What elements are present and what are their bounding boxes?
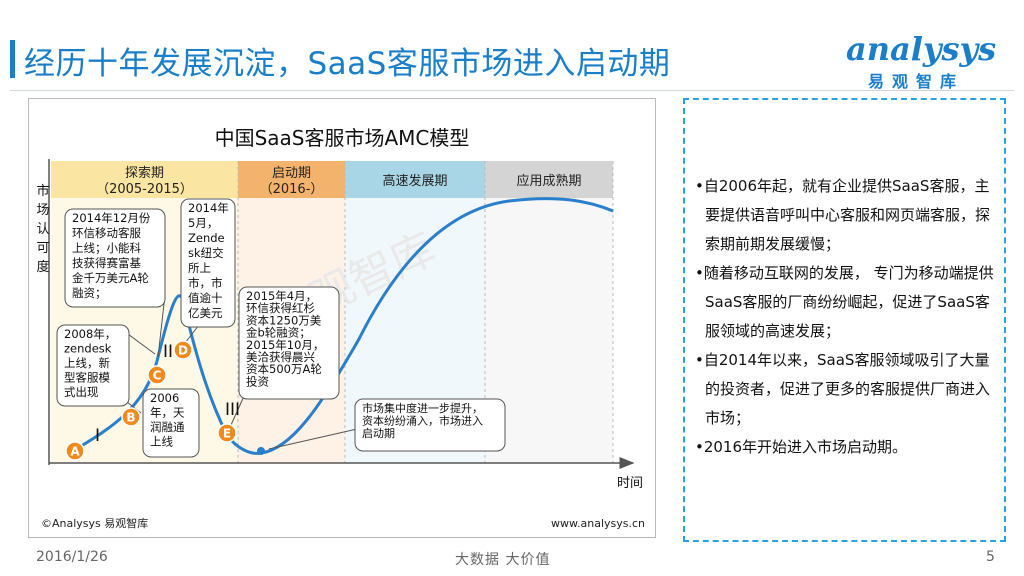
- summary-bullet: •2016年开始进入市场启动期。: [695, 438, 908, 456]
- y-axis-label-char: 可: [36, 241, 49, 256]
- summary-box: •自2006年起，就有企业提供SaaS客服，主要提供语音呼叫中心客服和网页端客服…: [683, 98, 1006, 542]
- callout-text: zendesk: [64, 342, 112, 356]
- phase-label: （2005-2015）: [96, 182, 193, 197]
- marker-label: A: [70, 445, 80, 459]
- callout-text: 2008年，: [64, 327, 116, 341]
- marker-label: E: [223, 427, 231, 441]
- callout-text: 上线，新: [64, 356, 110, 370]
- callout-text: Zende: [188, 231, 225, 245]
- marker-c: [147, 365, 167, 385]
- callout-text: 市场集中度进一步提升，: [362, 401, 483, 415]
- callout-text: 年，天: [150, 406, 185, 420]
- callout-text: 启动期: [362, 427, 395, 440]
- analysys-logo: analysys: [846, 30, 997, 68]
- roman-numeral: II: [163, 342, 173, 362]
- callout-text: 2014年12月份: [72, 211, 151, 225]
- callout-box: [56, 324, 130, 407]
- phase-headers: 探索期（2005-2015） 启动期（2016-） 高速发展期 应用成熟期: [51, 161, 613, 198]
- callout-text: 上线；小能科: [72, 241, 141, 255]
- callout-text: 5月，: [188, 216, 218, 230]
- callout-text: 融资；: [72, 286, 107, 300]
- callout-text: 环信获得红杉: [246, 301, 315, 315]
- callout-text: 资本纷纷涌入，市场进入: [362, 414, 483, 428]
- callout-text: 投资: [246, 374, 269, 388]
- y-axis-label-char: 认: [36, 222, 49, 237]
- marker-label: C: [153, 369, 162, 383]
- summary-bullet: •自2006年起，就有企业提供SaaS客服，主要提供语音呼叫中心客服和网页端客服…: [695, 177, 991, 253]
- callout-text: 上线: [150, 435, 173, 449]
- footer-slogan: 大数据 大价值: [455, 552, 551, 568]
- phase-label: 高速发展期: [382, 173, 447, 189]
- summary-bullet: •自2014年以来，SaaS客服领域吸引了大量的投资者，促进了更多的客服提供厂商…: [695, 351, 991, 427]
- callout-text: 环信移动客服: [72, 226, 141, 240]
- marker-b: [121, 407, 141, 427]
- callouts: 2008年，zendesk上线，新型客服模式出现2014年12月份环信移动客服上…: [56, 198, 506, 458]
- callout-text: 值逾十: [188, 291, 223, 305]
- callout-leader: [268, 428, 358, 450]
- phase-header-bg: [238, 161, 345, 198]
- callout-text: 式出现: [64, 385, 99, 399]
- y-axis-label-char: 度: [36, 259, 49, 275]
- callout-text: 金b轮融资；: [246, 326, 311, 340]
- amc-model-panel: 探索期 （2005-2015） 启动期 （2016-） 高速发展期 应用成熟期 易观智库 …: [28, 98, 656, 538]
- y-axis-label-char: 市: [36, 183, 49, 199]
- x-axis-label: 时间: [617, 476, 643, 491]
- callout-text: 资本1250万美: [246, 313, 322, 327]
- phase-header-bg: [51, 161, 238, 198]
- callout-leader: [157, 294, 166, 358]
- callout-text: sk纽交: [188, 246, 224, 260]
- analysys-logo-cn: 易观智库: [868, 72, 965, 91]
- callout-box: [64, 208, 166, 308]
- callout-text: 技获得赛富基: [72, 256, 141, 270]
- phase-header-bg: [485, 161, 613, 198]
- callout-text: 2015年4月，: [246, 289, 317, 303]
- phase-label: 启动期: [272, 166, 311, 181]
- title-accent-bar: [10, 40, 15, 78]
- callout-text: 美洽获得晨兴: [246, 350, 315, 364]
- callout-text: 金千万美元A轮: [72, 271, 149, 285]
- callout-text: 市，市: [188, 276, 223, 290]
- phase-label: （2016-）: [260, 182, 324, 197]
- callout-text: 所上: [188, 261, 211, 275]
- marker-label: B: [126, 411, 135, 425]
- callout-text: 2006: [150, 391, 179, 405]
- callout-text: 型客服模: [64, 371, 110, 385]
- phase-header-bg: [345, 161, 485, 198]
- marker-label: D: [178, 344, 188, 358]
- curve-point: [257, 447, 265, 455]
- summary-bullet: •随着移动互联网的发展， 专门为移动端提供SaaS客服的厂商纷纷崛起，促进了Sa…: [695, 264, 994, 340]
- callout-text: 润融通: [150, 420, 185, 434]
- website: www.analysys.cn: [551, 517, 645, 530]
- diagram-title: 中国SaaS客服市场AMC模型: [215, 126, 470, 150]
- amc-model-diagram: 探索期（2005-2015）启动期（2016-）高速发展期 应用成熟期 易观智库 …: [36, 126, 645, 530]
- y-axis-label-char: 场: [36, 203, 49, 218]
- phase-bg-mature: [485, 161, 613, 463]
- amc-curve: [72, 197, 614, 455]
- footer-date: 2016/1/26: [36, 549, 108, 565]
- page-title: 经历十年发展沉淀，SaaS客服市场进入启动期: [24, 46, 671, 82]
- marker-e: [217, 423, 237, 443]
- callout-box: [238, 286, 340, 400]
- callout-text: 亿美元: [188, 306, 223, 320]
- roman-numeral: I: [95, 426, 100, 446]
- marker-d: [173, 340, 193, 360]
- page-number: 5: [986, 549, 995, 565]
- callout-leader: [184, 324, 200, 344]
- header-divider: [10, 90, 1014, 91]
- roman-numeral: III: [225, 400, 240, 420]
- marker-a: [65, 441, 85, 461]
- phase-label: 探索期: [125, 166, 164, 181]
- callout-text: 资本500万A轮: [246, 362, 322, 376]
- copyright: ©Analysys 易观智库: [41, 516, 148, 530]
- phase-label: 应用成熟期: [516, 173, 581, 189]
- callout-box: [180, 198, 236, 328]
- callout-box: [354, 398, 506, 452]
- callout-text: 2014年: [188, 201, 229, 215]
- curve-markers: A B C D E: [65, 340, 237, 461]
- callout-text: 2015年10月，: [246, 338, 324, 352]
- summary-bullets: •自2006年起，就有企业提供SaaS客服，主要提供语音呼叫中心客服和网页端客服…: [693, 172, 998, 462]
- callout-box: [142, 388, 200, 458]
